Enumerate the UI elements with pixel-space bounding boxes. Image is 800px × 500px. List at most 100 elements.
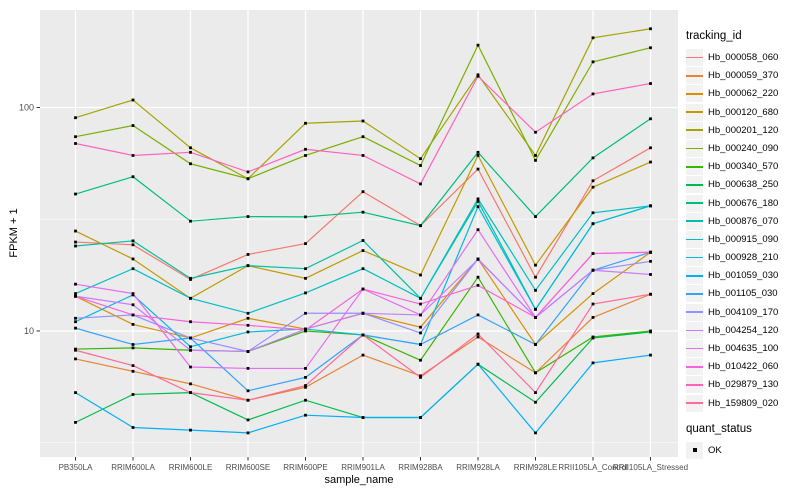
data-point	[361, 249, 365, 252]
color-swatch	[686, 147, 703, 150]
legend-key-line-icon	[686, 394, 703, 412]
x-tick-label: RRIM928LA	[456, 463, 500, 472]
legend-item: Hb_000638_250	[686, 176, 798, 194]
legend-item-label: Hb_001105_030	[708, 288, 778, 300]
data-point	[591, 36, 595, 40]
legend-item-label: Hb_004635_100	[708, 343, 779, 354]
data-point	[361, 154, 365, 157]
data-point	[304, 398, 307, 402]
data-point	[131, 257, 135, 261]
data-point	[74, 116, 77, 120]
color-swatch	[686, 329, 703, 332]
legend-item: Hb_000120_680	[686, 103, 798, 121]
data-point	[419, 313, 422, 317]
legend-key-line-icon	[686, 49, 703, 66]
data-point	[189, 382, 192, 386]
data-point	[649, 353, 652, 357]
color-swatch	[686, 220, 703, 223]
data-point	[189, 320, 192, 324]
legend-item-label: Hb_000059_370	[708, 70, 779, 82]
data-point	[476, 362, 480, 366]
legend-item-label: Hb_004254_120	[708, 324, 779, 336]
legend-key-line-icon	[686, 267, 703, 285]
x-tick-label: RRIM928LE	[514, 463, 558, 472]
legend-item-label: Hb_000915_090	[708, 233, 779, 245]
data-point	[304, 154, 307, 157]
data-point	[361, 353, 365, 357]
color-swatch	[686, 402, 703, 404]
data-point	[591, 292, 595, 295]
data-point	[74, 292, 77, 295]
data-point	[534, 215, 537, 218]
color-swatch	[686, 311, 703, 313]
legend-item: Hb_000059_370	[686, 67, 798, 85]
legend-item: Hb_001059_030	[686, 267, 798, 285]
data-point	[131, 313, 135, 317]
legend-key-line-icon	[686, 358, 703, 376]
data-point	[189, 391, 192, 395]
data-point	[131, 426, 135, 429]
data-point	[304, 384, 307, 387]
data-point	[74, 240, 77, 244]
data-point	[361, 119, 365, 123]
data-point	[419, 157, 422, 161]
data-point	[246, 367, 250, 370]
data-point	[476, 154, 480, 157]
data-point	[304, 291, 307, 295]
data-point	[246, 350, 250, 353]
data-point	[74, 357, 77, 361]
data-point	[649, 46, 652, 50]
data-point	[304, 328, 307, 332]
data-point	[131, 343, 135, 346]
legend: tracking_id Hb_000058_060 Hb_000059_370 Hb…	[686, 30, 798, 460]
data-point	[534, 391, 537, 395]
x-tick-label: RRIM928BA	[398, 463, 443, 472]
data-point	[131, 393, 135, 396]
legend-item-ok: OK	[686, 441, 798, 459]
legend-key-line-icon	[686, 285, 703, 303]
x-tick-label: RRII105LA_Control	[558, 463, 628, 472]
x-tick-label: RRIM600LE	[169, 463, 213, 472]
data-point	[534, 400, 537, 404]
y-tick-label: 100	[19, 102, 34, 112]
data-point	[246, 253, 250, 256]
data-point	[131, 369, 135, 373]
data-point	[534, 431, 537, 435]
color-swatch	[686, 184, 703, 186]
legend-item: Hb_159809_020	[686, 394, 798, 412]
data-point	[476, 283, 480, 287]
data-point	[189, 276, 192, 280]
data-point	[246, 389, 250, 393]
data-point	[591, 302, 595, 306]
legend-item-label: Hb_000638_250	[708, 179, 779, 191]
color-swatch	[686, 165, 703, 168]
data-point	[649, 330, 652, 334]
data-point	[131, 364, 135, 368]
data-point	[534, 158, 537, 162]
data-point	[476, 335, 480, 339]
data-point	[534, 343, 537, 346]
data-point	[189, 219, 192, 223]
data-point	[304, 215, 307, 219]
data-point	[361, 267, 365, 271]
data-point	[534, 130, 537, 134]
x-tick-label: RRII105LA_Stressed	[613, 463, 688, 472]
color-swatch	[686, 93, 703, 95]
color-swatch	[686, 293, 703, 295]
legend-key-line-icon	[686, 249, 703, 267]
legend-item-label: Hb_000201_120	[708, 124, 779, 136]
data-point	[131, 292, 135, 295]
data-point	[304, 413, 307, 417]
data-point	[74, 326, 77, 330]
data-point	[476, 332, 480, 336]
legend-item-label: Hb_000340_570	[708, 161, 779, 173]
data-point	[476, 313, 480, 317]
legend-key-line-icon	[686, 67, 703, 85]
data-point	[246, 215, 250, 218]
data-point	[649, 250, 652, 254]
data-point	[304, 147, 307, 151]
data-point	[591, 361, 595, 365]
legend-item-label: Hb_000240_090	[708, 142, 779, 154]
data-point	[131, 346, 135, 350]
legend-item: Hb_004254_120	[686, 321, 798, 339]
